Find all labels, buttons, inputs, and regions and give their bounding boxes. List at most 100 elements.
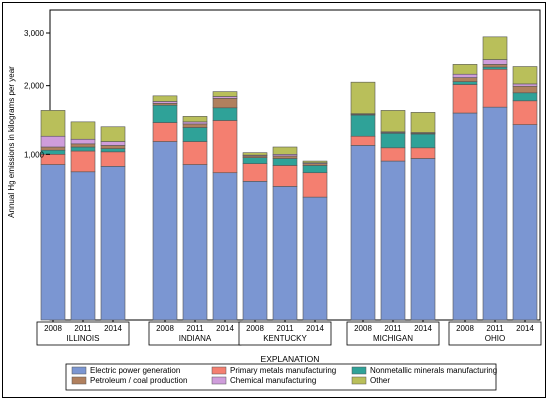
bar-segment (482, 66, 508, 70)
bar-segment (40, 153, 66, 165)
group-label: KENTUCKY (263, 334, 307, 343)
legend-swatch (351, 376, 367, 385)
legend-title: EXPLANATION (261, 354, 320, 364)
bar-segment (152, 122, 178, 142)
bar-segment (212, 91, 238, 97)
bar-segment (242, 152, 268, 156)
bar-segment (182, 123, 208, 128)
bar-segment (482, 106, 508, 321)
bar-segment (410, 112, 436, 133)
bar-segment (100, 148, 126, 153)
bar-segment (350, 81, 376, 115)
bar-segment (100, 126, 126, 142)
bar-segment (100, 166, 126, 321)
bar-segment (182, 116, 208, 123)
bar-segment (512, 85, 538, 94)
x-tick-label: 2008 (354, 324, 372, 333)
y-axis: 1,000 2,000 3,000 (24, 29, 50, 159)
legend-swatch (71, 376, 87, 385)
bar-segment (410, 147, 436, 159)
bar-segment (212, 107, 238, 121)
group-box (36, 321, 130, 346)
bar-segment (100, 151, 126, 167)
bar-segment (410, 158, 436, 321)
x-tick-label: 2014 (516, 324, 534, 333)
bar-segment (272, 155, 298, 159)
bar-segment (350, 135, 376, 146)
bar-segment (512, 124, 538, 321)
group-label: INDIANA (179, 334, 212, 343)
x-tick-label: 2011 (276, 324, 294, 333)
bar-segment (152, 104, 178, 123)
legend: EXPLANATION Electric power generation Pri… (65, 354, 497, 391)
bar-segment (182, 127, 208, 142)
x-tick-label: 2014 (306, 324, 324, 333)
bar-segment (512, 92, 538, 102)
bar-segment (482, 68, 508, 108)
bar-segment (70, 146, 96, 152)
bar-segment (70, 121, 96, 140)
bar-segment (40, 164, 66, 321)
x-tick-label: 2008 (246, 324, 264, 333)
group-box (346, 321, 440, 346)
bar-segment (272, 146, 298, 155)
x-tick-label: 2008 (456, 324, 474, 333)
bar-segment (452, 84, 478, 114)
legend-label: Petroleum / coal production (90, 376, 187, 385)
x-tick-label: 2014 (216, 324, 234, 333)
y-tick-label: 1,000 (24, 150, 45, 159)
bar-segment (182, 121, 208, 125)
bar-segment (482, 59, 508, 65)
bar-segment (452, 112, 478, 321)
bar-segment (152, 141, 178, 321)
bar-segment (452, 64, 478, 75)
bar-segment (380, 160, 406, 321)
bar-segment (40, 149, 66, 155)
legend-swatch (211, 376, 227, 385)
bar-segment (302, 165, 328, 174)
bar-segment (512, 66, 538, 85)
bar-segment (512, 100, 538, 125)
bar-segment (212, 98, 238, 109)
legend-label: Electric power generation (90, 366, 180, 375)
bar-segment (212, 172, 238, 321)
bar-segment (380, 110, 406, 133)
bar-segment (452, 73, 478, 78)
legend-swatch (351, 366, 367, 375)
x-tick-label: 2011 (74, 324, 92, 333)
bar-segment (182, 141, 208, 165)
legend-label: Primary metals manufacturing (230, 366, 336, 375)
bar-segment (242, 181, 268, 321)
bar-segment (272, 158, 298, 166)
y-axis-label: Annual Hg emissions in kilograms per yea… (7, 66, 16, 218)
legend-box (65, 363, 497, 391)
chart-frame (2, 2, 546, 398)
bar-segment (350, 145, 376, 321)
bar-segment (272, 186, 298, 321)
x-tick-label: 2014 (104, 324, 122, 333)
bar-segment (152, 95, 178, 102)
bar-segment (100, 145, 126, 149)
group-box (448, 321, 542, 346)
bar-segment (100, 141, 126, 146)
bar-segment (70, 138, 96, 145)
bar-segment (482, 36, 508, 60)
plot-area (40, 9, 541, 321)
bar-segment (302, 196, 328, 321)
y-tick-label: 2,000 (24, 82, 45, 91)
legend-swatch (71, 366, 87, 375)
legend-swatch (211, 366, 227, 375)
group-label: OHIO (485, 334, 505, 343)
bar-segment (182, 164, 208, 321)
bar-segment (302, 172, 328, 198)
bar-segment (380, 147, 406, 162)
x-tick-label: 2008 (44, 324, 62, 333)
bar-segment (40, 110, 66, 137)
x-tick-label: 2011 (486, 324, 504, 333)
bar-segment (272, 165, 298, 187)
x-tick-label: 2011 (384, 324, 402, 333)
bar-segment (242, 163, 268, 182)
legend-label: Chemical manufacturing (230, 376, 316, 385)
legend-label: Nonmetallic minerals manufacturing (370, 366, 497, 375)
